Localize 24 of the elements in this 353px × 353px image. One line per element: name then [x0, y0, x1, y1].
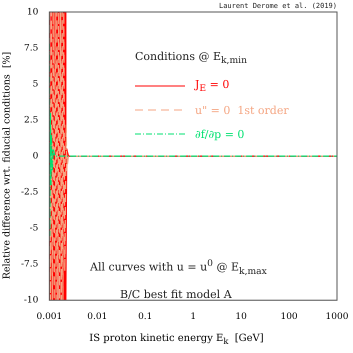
legend-label: u" = 0 1st order	[195, 104, 289, 117]
legend-title: Conditions @ E$_{k,min}$	[135, 50, 248, 66]
y-tick-label: 0	[32, 151, 39, 162]
y-tick-label: -5	[30, 223, 39, 234]
y-tick-label: -2.5	[20, 187, 39, 198]
x-tick-label: 0.1	[138, 312, 152, 322]
x-tick-label: 1000	[326, 312, 349, 322]
legend-label: ∂f/∂p = 0	[195, 128, 244, 141]
x-tick-label: 100	[280, 312, 298, 322]
y-tick-label: -7.5	[20, 260, 39, 270]
legend-label: J$_{E}$ = 0	[195, 78, 230, 94]
y-tick-label: -10	[24, 296, 39, 306]
y-tick-label: 5	[32, 79, 39, 90]
y-axis-title: Relative difference wrt. fiducial conditions [%]	[2, 50, 12, 282]
y-tick-label: 10	[26, 7, 39, 18]
y-tick-label: 7.5	[24, 43, 39, 54]
x-axis-title: IS proton kinetic energy E$_{k}$ [GeV]	[88, 333, 265, 346]
x-tick-label: 0.001	[36, 312, 62, 322]
annotation: All curves with u = u$^{0}$ @ E$_{k,max}$	[90, 258, 267, 277]
x-tick-label: 1	[190, 312, 196, 322]
y-tick-label: 2.5	[24, 115, 39, 126]
x-tick-label: 10	[235, 312, 248, 322]
x-tick-label: 0.01	[87, 312, 108, 322]
annotation: B/C best fit model A	[120, 288, 232, 301]
